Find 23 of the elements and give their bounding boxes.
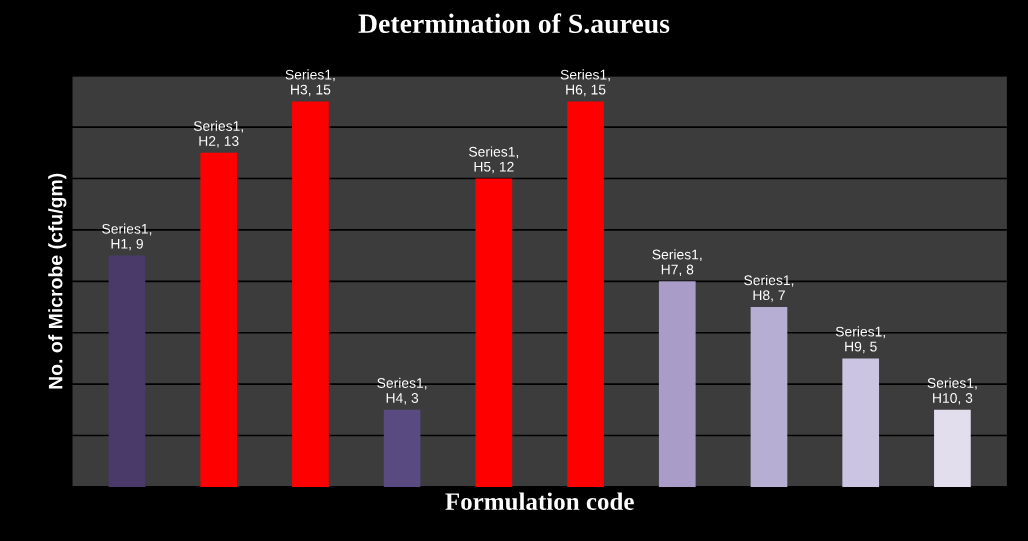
bar xyxy=(200,152,238,487)
chart-title: Determination of S.aureus xyxy=(358,13,670,34)
data-label: Series1, H1, 9 xyxy=(102,223,152,251)
data-label: Series1, H4, 3 xyxy=(377,377,427,405)
data-label: Series1, H9, 5 xyxy=(835,326,885,354)
data-label: Series1, H8, 7 xyxy=(744,274,794,302)
y-axis-title: No. of Microbe (cfu/gm) xyxy=(48,173,67,389)
bar xyxy=(383,409,421,487)
bar xyxy=(934,409,971,487)
bar xyxy=(567,101,604,487)
bar xyxy=(658,281,696,487)
bar xyxy=(292,101,329,487)
bar xyxy=(750,307,788,487)
data-label: Series1, H7, 8 xyxy=(652,249,702,277)
data-label: Series1, H6, 15 xyxy=(560,69,610,97)
bar xyxy=(475,178,513,487)
data-label: Series1, H5, 12 xyxy=(469,146,519,174)
bar xyxy=(108,255,146,487)
data-label: Series1, H2, 13 xyxy=(193,120,243,148)
x-axis-title: Formulation code xyxy=(445,492,634,511)
bar xyxy=(842,358,880,487)
data-label: Series1, H10, 3 xyxy=(927,377,977,405)
data-label: Series1, H3, 15 xyxy=(285,69,335,97)
